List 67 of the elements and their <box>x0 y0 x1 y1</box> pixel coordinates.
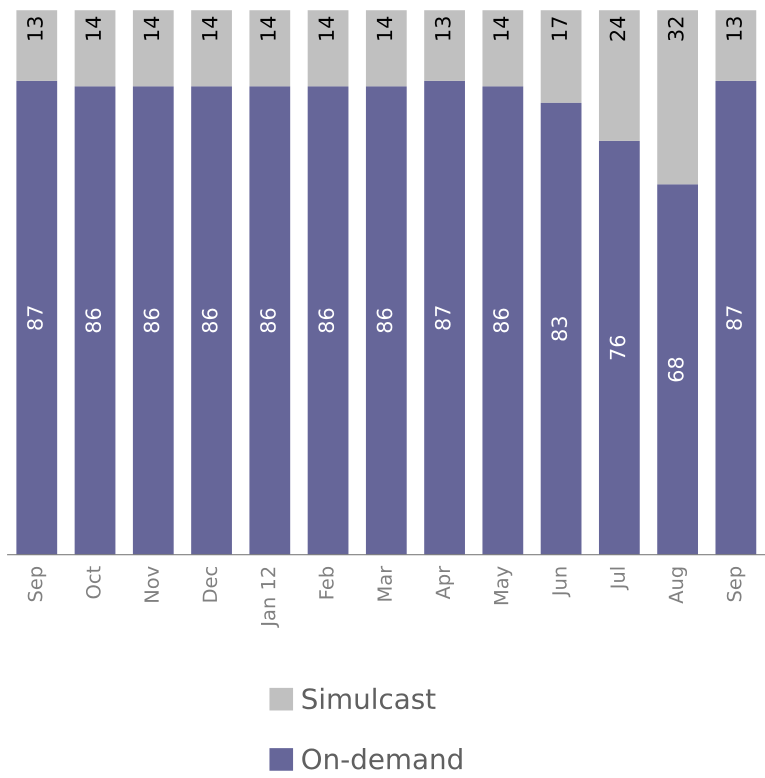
bar <box>657 184 698 555</box>
bar <box>598 140 640 555</box>
x-tick-label: Oct <box>86 566 101 598</box>
bar <box>191 10 232 86</box>
legend-label: On-demand <box>302 748 462 770</box>
data-label: 86 <box>202 308 218 332</box>
bar <box>366 86 407 555</box>
bar <box>540 102 582 555</box>
data-label: 87 <box>27 306 43 330</box>
x-tick-label: Jan 12 <box>260 568 280 628</box>
x-tick-label: Feb <box>318 566 334 598</box>
data-label: 13 <box>434 17 451 40</box>
bar <box>249 86 290 555</box>
bar <box>132 10 174 86</box>
bar <box>308 10 348 86</box>
bar <box>16 10 58 81</box>
bar <box>715 10 756 81</box>
data-label: 14 <box>144 16 160 40</box>
x-tick-label: Jun <box>552 567 570 598</box>
data-label: 87 <box>726 306 742 330</box>
bar <box>366 10 407 86</box>
x-tick-label: Aug <box>668 568 688 604</box>
bar <box>424 10 465 81</box>
data-label: 13 <box>726 17 742 40</box>
bar <box>482 10 524 86</box>
x-tick-label: Mar <box>378 566 392 601</box>
x-tick-label: Apr <box>436 566 454 600</box>
bar <box>657 10 698 184</box>
data-label: 24 <box>610 16 626 41</box>
data-label: 14 <box>86 16 101 40</box>
data-label: 86 <box>493 308 509 332</box>
data-label: 86 <box>318 308 334 332</box>
data-label: 86 <box>376 308 392 332</box>
data-label: 14 <box>376 16 392 40</box>
x-tick-label: Sep <box>28 566 46 602</box>
data-label: 17 <box>552 17 567 40</box>
bar <box>598 10 640 141</box>
bar <box>191 86 232 555</box>
data-label: 14 <box>202 16 218 40</box>
x-tick-label: Sep <box>726 566 746 602</box>
bar <box>540 10 582 103</box>
x-tick-label: Nov <box>144 566 159 602</box>
data-label: 14 <box>260 16 276 40</box>
data-label: 13 <box>27 17 43 40</box>
data-label: 14 <box>318 16 334 40</box>
bar <box>482 86 524 555</box>
data-label: 76 <box>610 336 626 360</box>
data-label: 86 <box>260 308 276 332</box>
legend-label: Simulcast <box>302 688 436 710</box>
bar <box>74 86 116 555</box>
data-label: 32 <box>668 18 684 40</box>
bar <box>424 80 465 555</box>
x-tick-label: Jul <box>610 568 629 590</box>
bar <box>74 10 116 86</box>
data-label: 14 <box>493 16 509 40</box>
bar <box>715 80 756 555</box>
data-label: 68 <box>668 358 684 382</box>
x-tick-label: Dec <box>202 567 218 602</box>
bar <box>249 10 290 86</box>
bar <box>308 86 348 555</box>
data-label: 83 <box>551 317 568 341</box>
bar <box>16 80 58 555</box>
x-tick-label: May <box>494 566 512 604</box>
data-label: 86 <box>144 308 160 332</box>
bar <box>132 86 174 555</box>
data-label: 87 <box>434 306 451 330</box>
data-label: 86 <box>85 308 102 332</box>
